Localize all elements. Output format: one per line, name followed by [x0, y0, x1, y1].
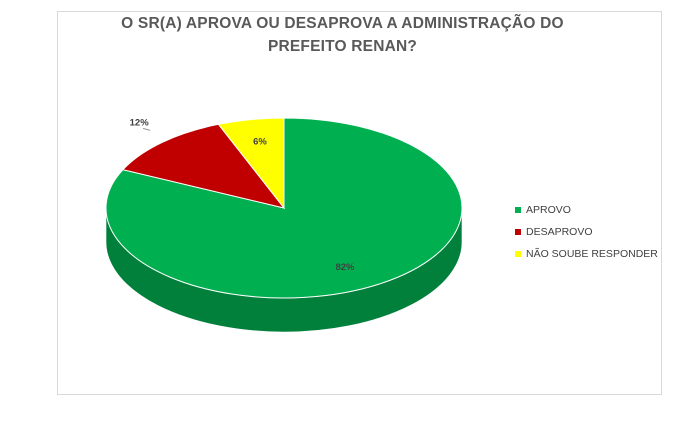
data-label-aprovo: 82%: [335, 262, 355, 273]
data-label-desaprovo: 12%: [130, 117, 150, 128]
data-label-leader-line: [143, 128, 151, 131]
chart-legend: APROVO DESAPROVO NÃO SOUBE RESPONDER: [515, 199, 658, 265]
legend-swatch-nao-soube-responder: [515, 251, 521, 257]
pie-slices: [105, 117, 463, 299]
legend-item-aprovo: APROVO: [515, 199, 658, 221]
data-label-n-o-soube-responder: 6%: [253, 136, 267, 147]
legend-label-desaprovo: DESAPROVO: [526, 226, 593, 238]
legend-swatch-desaprovo: [515, 229, 521, 235]
chart-title-line-1: O SR(A) APROVA OU DESAPROVA A ADMINISTRA…: [121, 15, 564, 32]
legend-swatch-aprovo: [515, 207, 521, 213]
legend-label-aprovo: APROVO: [526, 204, 571, 216]
pie-slice-n-o-soube-responder: [217, 117, 285, 210]
chart-title: O SR(A) APROVA OU DESAPROVA A ADMINISTRA…: [0, 12, 685, 58]
pie-slice-aprovo: [105, 117, 463, 299]
legend-label-nao-soube-responder: NÃO SOUBE RESPONDER: [526, 248, 658, 260]
pie-data-labels: 82% 12% 6%: [130, 117, 355, 273]
legend-item-desaprovo: DESAPROVO: [515, 221, 658, 243]
legend-item-nao-soube-responder: NÃO SOUBE RESPONDER: [515, 243, 658, 265]
chart-title-line-2: PREFEITO RENAN?: [267, 38, 418, 55]
pie-slice-desaprovo: [121, 123, 286, 209]
